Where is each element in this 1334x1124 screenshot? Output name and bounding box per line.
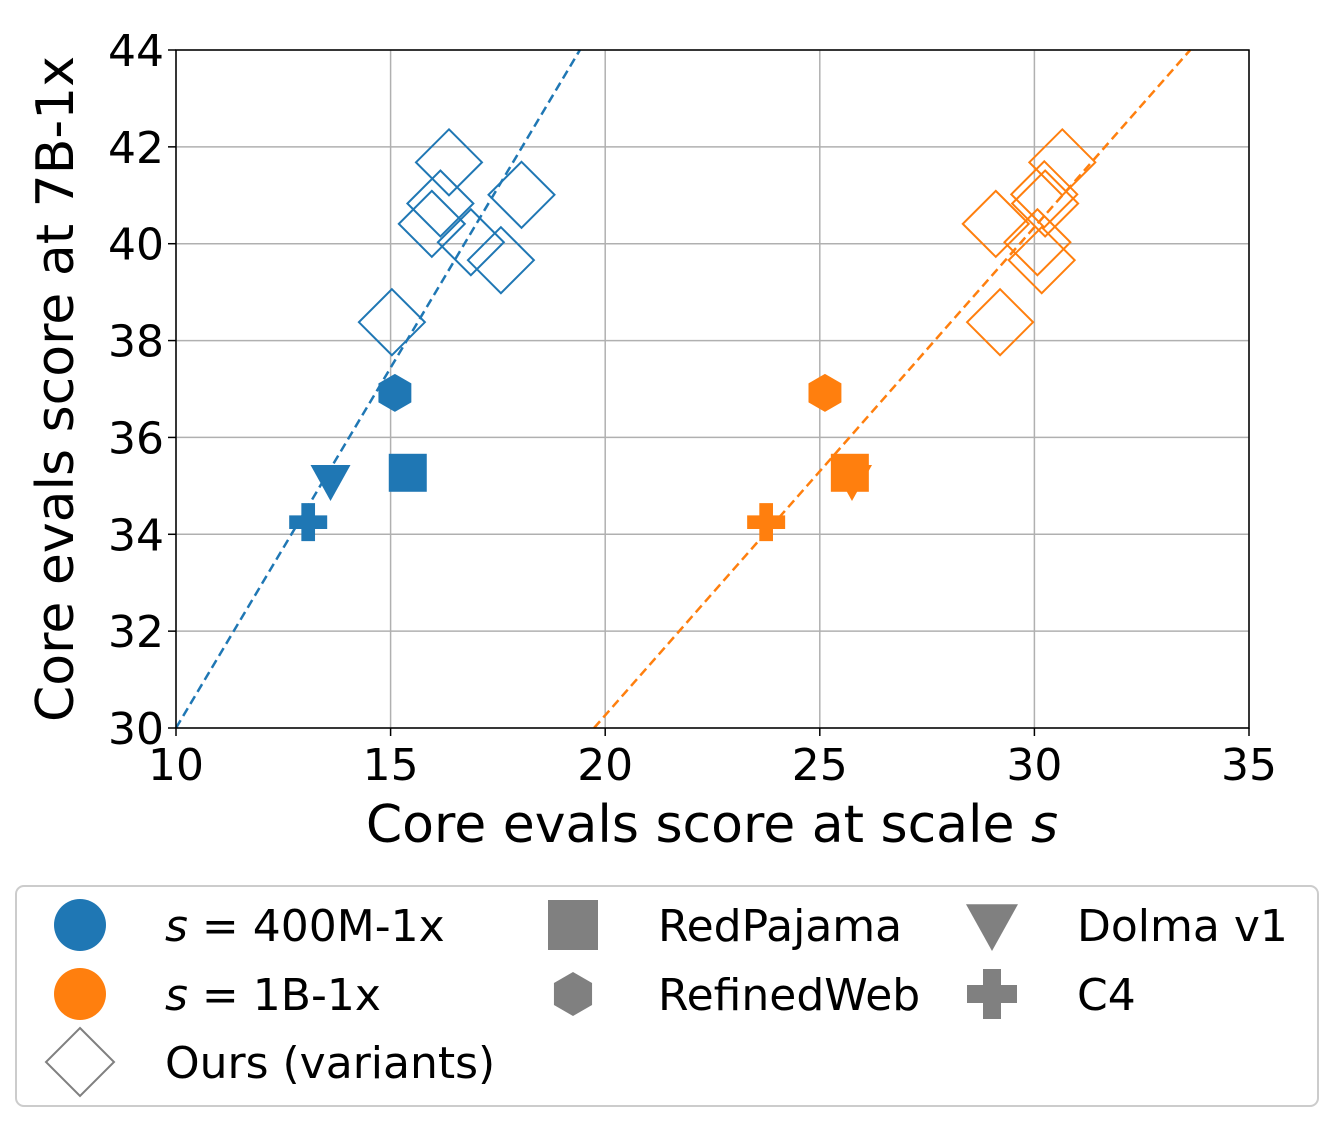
baseline-point-c4 xyxy=(747,503,786,542)
fit-line-0 xyxy=(174,49,581,729)
grid xyxy=(175,49,1250,729)
x-tick-label: 15 xyxy=(363,740,419,791)
legend-label-text: = 400M-1x xyxy=(188,901,445,952)
y-tick-label: 40 xyxy=(108,220,164,271)
legend-marker-triangle-down xyxy=(966,904,1018,951)
baseline-point-refinedweb xyxy=(378,373,412,412)
baseline-point-redpajama xyxy=(388,453,427,492)
x-tick-label: 20 xyxy=(577,740,633,791)
variant-point xyxy=(414,127,484,197)
legend-label: RedPajama xyxy=(658,901,902,952)
variant-point xyxy=(1002,207,1072,277)
y-tick-label: 44 xyxy=(108,26,164,77)
baseline-point-c4 xyxy=(289,503,328,542)
variant-point xyxy=(487,160,556,230)
baseline-point-dolma-v1 xyxy=(831,465,872,502)
variant-point xyxy=(466,225,536,295)
y-tick-label: 32 xyxy=(108,607,164,658)
legend-label-var: s xyxy=(165,901,188,952)
legend-label: C4 xyxy=(1077,970,1136,1021)
data-points xyxy=(289,127,1097,542)
x-tick-label: 25 xyxy=(792,740,848,791)
legend-label: s = 1B-1x xyxy=(165,970,381,1021)
x-tick-label: 10 xyxy=(148,740,204,791)
legend-marker-plus xyxy=(967,969,1017,1019)
variant-point xyxy=(961,189,1031,259)
variant-point xyxy=(1010,169,1080,238)
y-tick-label: 36 xyxy=(108,413,164,464)
legend-marker-circle xyxy=(54,968,106,1020)
y-axis-label: Core evals score at 7B-1x xyxy=(26,56,86,722)
legend-marker-circle xyxy=(54,899,106,951)
legend-label: RefinedWeb xyxy=(658,970,920,1021)
legend-marker-diamond-open xyxy=(44,1026,116,1098)
legend-marker-hexagon xyxy=(553,972,593,1016)
y-tick-label: 34 xyxy=(108,510,164,561)
legend-label-var: s xyxy=(165,970,188,1021)
variant-point xyxy=(1009,159,1079,229)
variant-point xyxy=(357,287,427,357)
legend-label: Ours (variants) xyxy=(165,1038,495,1089)
legend-label-text: = 1B-1x xyxy=(188,970,381,1021)
variant-point xyxy=(405,169,475,238)
variant-point xyxy=(965,287,1035,357)
baseline-point-refinedweb xyxy=(808,373,842,412)
legend-label: Dolma v1 xyxy=(1077,901,1288,952)
x-tick-label: 35 xyxy=(1221,740,1277,791)
fit-lines xyxy=(174,49,1192,729)
variant-point xyxy=(1027,127,1097,197)
x-axis-label: Core evals score at scale s xyxy=(366,795,1058,855)
tick-labels: 10 15 20 25 30 35 30 32 34 36 38 40 42 44 xyxy=(108,26,1277,791)
y-tick-label: 30 xyxy=(108,704,164,755)
legend-marker-square xyxy=(548,900,598,950)
fit-line-1 xyxy=(593,49,1192,729)
y-tick-label: 42 xyxy=(108,123,164,174)
plot-frame xyxy=(175,49,1250,729)
variant-point xyxy=(397,189,467,259)
baseline-point-dolma-v1 xyxy=(310,465,351,502)
y-tick-label: 38 xyxy=(108,317,164,368)
legend-label: s = 400M-1x xyxy=(165,901,445,952)
variant-point xyxy=(1007,225,1077,295)
variant-point xyxy=(436,207,506,277)
x-tick-label: 30 xyxy=(1006,740,1062,791)
